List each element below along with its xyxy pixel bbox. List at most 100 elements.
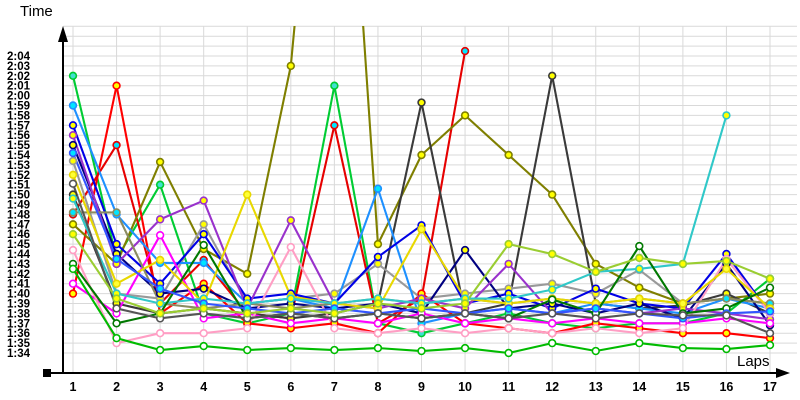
data-point[interactable] (547, 249, 557, 259)
data-point[interactable] (286, 216, 296, 225)
data-point[interactable] (330, 345, 339, 355)
data-point[interactable] (417, 150, 426, 160)
data-point[interactable] (678, 343, 688, 353)
data-point[interactable] (286, 343, 296, 353)
data-point[interactable] (199, 258, 208, 268)
data-point[interactable] (330, 81, 339, 90)
data-point[interactable] (68, 71, 78, 81)
data-point[interactable] (591, 346, 600, 356)
data-point[interactable] (243, 309, 252, 318)
data-point[interactable] (286, 242, 296, 252)
data-point[interactable] (591, 324, 600, 333)
data-point[interactable] (722, 111, 731, 120)
data-point[interactable] (155, 345, 165, 355)
data-point[interactable] (678, 299, 688, 308)
data-point[interactable] (155, 329, 165, 338)
data-point[interactable] (722, 311, 731, 320)
data-point[interactable] (417, 98, 426, 107)
data-point[interactable] (591, 267, 600, 277)
data-point[interactable] (460, 329, 470, 338)
data-point[interactable] (112, 279, 121, 288)
data-point[interactable] (504, 294, 513, 303)
data-point[interactable] (155, 299, 165, 308)
data-point[interactable] (286, 319, 296, 328)
data-point[interactable] (286, 294, 296, 303)
data-point[interactable] (765, 340, 775, 350)
data-point[interactable] (373, 299, 383, 308)
data-point[interactable] (504, 150, 513, 160)
data-point[interactable] (373, 329, 383, 338)
data-point[interactable] (504, 314, 513, 323)
data-point[interactable] (112, 304, 121, 313)
data-point[interactable] (112, 254, 121, 264)
data-point[interactable] (68, 170, 78, 180)
data-point[interactable] (591, 304, 600, 313)
data-point[interactable] (504, 259, 513, 269)
data-point[interactable] (155, 180, 165, 189)
data-point[interactable] (243, 345, 252, 355)
data-point[interactable] (199, 341, 208, 351)
data-point[interactable] (547, 285, 557, 294)
data-point[interactable] (68, 289, 78, 298)
data-point[interactable] (635, 329, 644, 338)
data-point[interactable] (547, 309, 557, 318)
data-point[interactable] (417, 324, 426, 333)
data-point[interactable] (722, 329, 731, 338)
data-point[interactable] (68, 230, 78, 239)
data-point[interactable] (460, 299, 470, 308)
data-point[interactable] (460, 309, 470, 318)
data-point[interactable] (68, 245, 78, 255)
data-point[interactable] (504, 348, 513, 358)
data-point[interactable] (112, 319, 121, 328)
data-point[interactable] (504, 304, 513, 313)
data-point[interactable] (68, 279, 78, 288)
data-point[interactable] (765, 283, 775, 292)
data-point[interactable] (765, 274, 775, 283)
data-point[interactable] (547, 295, 557, 304)
data-point[interactable] (155, 284, 165, 293)
data-point[interactable] (68, 264, 78, 274)
data-point[interactable] (68, 194, 78, 203)
data-point[interactable] (547, 71, 557, 81)
data-point[interactable] (112, 333, 121, 343)
data-point[interactable] (722, 294, 731, 303)
data-point[interactable] (765, 319, 775, 328)
data-point[interactable] (635, 319, 644, 328)
data-point[interactable] (417, 225, 426, 234)
data-point[interactable] (373, 184, 383, 193)
data-point[interactable] (635, 283, 644, 292)
data-point[interactable] (112, 294, 121, 303)
data-point[interactable] (199, 230, 208, 239)
data-point[interactable] (417, 314, 426, 323)
data-point[interactable] (243, 324, 252, 333)
data-point[interactable] (635, 253, 644, 263)
data-point[interactable] (460, 245, 470, 255)
data-point[interactable] (722, 264, 731, 274)
data-point[interactable] (199, 196, 208, 205)
data-point[interactable] (635, 241, 644, 251)
data-point[interactable] (68, 131, 78, 140)
data-point[interactable] (112, 239, 121, 249)
data-point[interactable] (547, 319, 557, 328)
data-point[interactable] (678, 324, 688, 333)
data-point[interactable] (155, 309, 165, 318)
data-point[interactable] (547, 338, 557, 348)
data-point[interactable] (591, 314, 600, 323)
data-point[interactable] (286, 304, 296, 313)
data-point[interactable] (112, 208, 121, 217)
data-point[interactable] (547, 329, 557, 338)
data-point[interactable] (722, 256, 731, 266)
data-point[interactable] (635, 264, 644, 274)
data-point[interactable] (635, 294, 644, 303)
data-point[interactable] (330, 324, 339, 333)
data-point[interactable] (199, 284, 208, 293)
data-point[interactable] (635, 309, 644, 318)
data-point[interactable] (199, 220, 208, 229)
data-point[interactable] (460, 111, 470, 120)
data-point[interactable] (155, 230, 165, 240)
data-point[interactable] (417, 304, 426, 313)
data-point[interactable] (243, 269, 252, 278)
data-point[interactable] (68, 220, 78, 229)
data-point[interactable] (547, 190, 557, 199)
data-point[interactable] (199, 329, 208, 338)
